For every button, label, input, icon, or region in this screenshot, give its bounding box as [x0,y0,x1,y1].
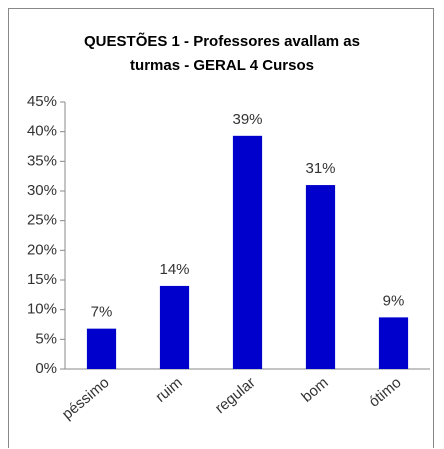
y-tick-label: 20% [27,241,57,258]
bar [232,135,263,369]
value-label: 14% [159,261,189,278]
bar [378,317,409,369]
y-tick-label: 30% [27,182,57,199]
value-label: 31% [305,160,335,177]
value-label: 9% [383,292,405,309]
value-label: 7% [91,304,113,321]
bar [305,185,336,369]
x-tick-label: bom [298,374,331,406]
y-tick-label: 0% [35,360,57,377]
y-tick-label: 5% [35,330,57,347]
x-tick-label: ruim [152,374,185,406]
y-tick-label: 15% [27,271,57,288]
x-tick-label: péssimo [59,374,113,423]
x-tick-label: ótimo [366,374,405,411]
value-label: 39% [232,111,262,128]
chart-frame [8,8,434,448]
bar [86,328,117,369]
bar [159,285,190,369]
y-tick-label: 25% [27,212,57,229]
y-tick-label: 40% [27,123,57,140]
y-tick-label: 10% [27,301,57,318]
x-tick-label: regular [212,374,259,417]
y-tick-label: 45% [27,93,57,110]
chart-title: QUESTÕES 1 - Professores avallam as turm… [84,33,360,74]
y-tick-label: 35% [27,152,57,169]
